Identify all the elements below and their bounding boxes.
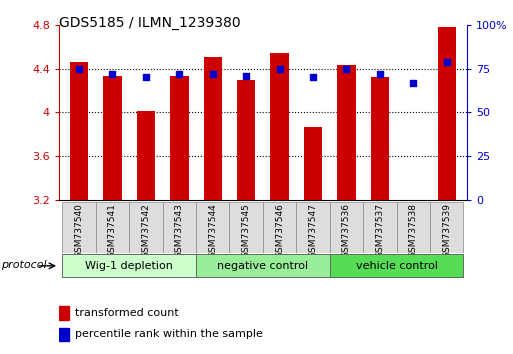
Text: GSM737541: GSM737541: [108, 203, 117, 258]
Point: [108, 71, 116, 77]
Point: [242, 73, 250, 79]
Point: [376, 71, 384, 77]
Point: [409, 80, 418, 85]
Bar: [237, 80, 255, 200]
Point: [342, 66, 350, 72]
Bar: [363, 202, 397, 253]
Text: GSM737536: GSM737536: [342, 203, 351, 258]
Point: [443, 59, 451, 64]
Point: [175, 71, 184, 77]
Bar: [397, 202, 430, 253]
Bar: [229, 202, 263, 253]
Bar: [63, 254, 196, 278]
Text: GSM737546: GSM737546: [275, 203, 284, 258]
Bar: [63, 202, 96, 253]
Bar: [170, 76, 189, 200]
Text: negative control: negative control: [218, 261, 308, 271]
Text: transformed count: transformed count: [75, 308, 179, 318]
Text: GSM737545: GSM737545: [242, 203, 251, 258]
Bar: [270, 53, 289, 200]
Bar: [337, 65, 356, 200]
Point: [309, 75, 317, 80]
Bar: [297, 202, 330, 253]
Text: GDS5185 / ILMN_1239380: GDS5185 / ILMN_1239380: [59, 16, 241, 30]
Text: percentile rank within the sample: percentile rank within the sample: [75, 330, 263, 339]
Text: GSM737544: GSM737544: [208, 203, 218, 258]
Bar: [103, 76, 122, 200]
Bar: [163, 202, 196, 253]
Bar: [59, 307, 69, 320]
Text: GSM737543: GSM737543: [175, 203, 184, 258]
Bar: [59, 327, 69, 341]
Text: vehicle control: vehicle control: [356, 261, 438, 271]
Bar: [204, 57, 222, 200]
Bar: [330, 254, 463, 278]
Bar: [96, 202, 129, 253]
Bar: [129, 202, 163, 253]
Text: GSM737540: GSM737540: [74, 203, 84, 258]
Bar: [304, 127, 322, 200]
Text: GSM737538: GSM737538: [409, 203, 418, 258]
Bar: [371, 77, 389, 200]
Bar: [330, 202, 363, 253]
Text: GSM737542: GSM737542: [142, 203, 150, 258]
Bar: [430, 202, 463, 253]
Bar: [196, 254, 330, 278]
Bar: [263, 202, 297, 253]
Bar: [137, 111, 155, 200]
Bar: [70, 62, 88, 200]
Point: [75, 66, 83, 72]
Text: Wig-1 depletion: Wig-1 depletion: [85, 261, 173, 271]
Bar: [196, 202, 229, 253]
Text: GSM737539: GSM737539: [442, 203, 451, 258]
Text: protocol: protocol: [1, 259, 47, 270]
Bar: [438, 27, 456, 200]
Point: [142, 75, 150, 80]
Point: [275, 66, 284, 72]
Text: GSM737547: GSM737547: [308, 203, 318, 258]
Point: [209, 71, 217, 77]
Text: GSM737537: GSM737537: [376, 203, 384, 258]
